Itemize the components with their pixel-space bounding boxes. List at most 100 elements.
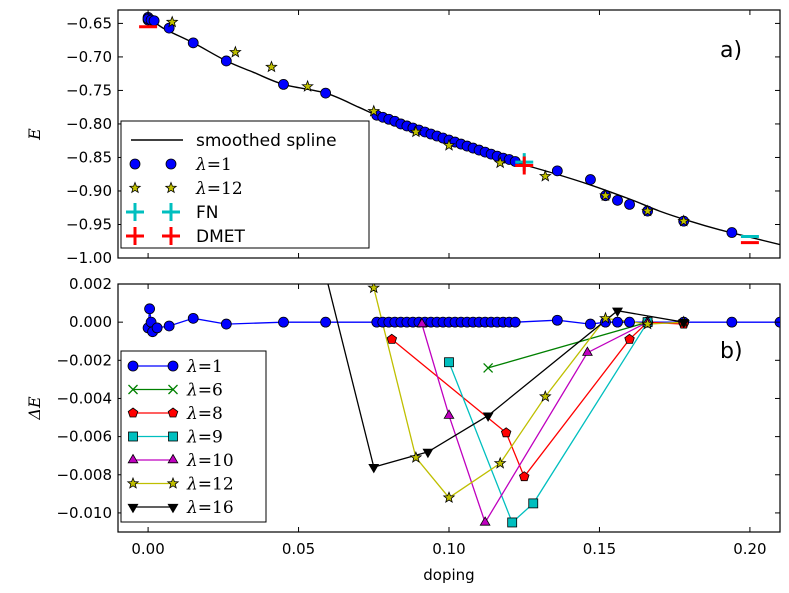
legend-label-16-value: =16 bbox=[198, 498, 234, 518]
legend-marker-10 bbox=[167, 453, 179, 464]
legend-label-16: λ=16 bbox=[186, 498, 234, 518]
legend-marker-16 bbox=[167, 503, 179, 514]
series-point-1 bbox=[509, 316, 521, 328]
series-point-1 bbox=[144, 303, 155, 315]
legend-marker-1 bbox=[167, 360, 179, 372]
series-point-16 bbox=[612, 307, 623, 317]
series-point-8 bbox=[519, 471, 530, 482]
delta-energy-legend: λ=1λ=6λ=8λ=9λ=10λ=12λ=16 bbox=[120, 350, 267, 523]
delta-energy-xtick-label: 0.20 bbox=[733, 540, 766, 558]
energy-ytick-label: −0.85 bbox=[66, 148, 112, 166]
series-point-16 bbox=[482, 412, 494, 422]
legend-label-12: λ=12 bbox=[186, 475, 234, 495]
series-point-16 bbox=[321, 272, 331, 280]
legend-swatch-dmet bbox=[162, 227, 180, 245]
legend-marker-9 bbox=[128, 431, 138, 442]
delta-energy-xtick-label: 0.00 bbox=[131, 540, 164, 558]
series-point-8 bbox=[500, 427, 512, 438]
legend-swatch-12 bbox=[164, 181, 178, 194]
legend-marker-8 bbox=[127, 407, 139, 418]
series-point-9 bbox=[444, 357, 454, 368]
energy-panel: −0.65 −0.70 −0.75 −0.80 −0.85 −0.90 −0.95 −1.00… bbox=[25, 9, 781, 267]
legend-swatch-12 bbox=[128, 181, 142, 194]
energy-ytick-label: −0.80 bbox=[66, 115, 112, 133]
series-point-10 bbox=[416, 317, 428, 328]
legend-label-1: λ=1 bbox=[195, 155, 232, 175]
series-line-16 bbox=[327, 284, 684, 468]
lambda-1-point bbox=[726, 227, 738, 238]
legend-label-8-value: =8 bbox=[198, 404, 223, 424]
series-point-1 bbox=[151, 322, 163, 334]
legend-label-12-symbol: λ bbox=[195, 179, 207, 199]
energy-axis-ticks: −0.65 −0.70 −0.75 −0.80 −0.85 −0.90 −0.95 −1.00 bbox=[66, 10, 780, 267]
series-point-8 bbox=[386, 333, 398, 344]
series-point-12 bbox=[367, 284, 381, 294]
legend-label-10: λ=10 bbox=[186, 451, 234, 471]
lambda-12-point bbox=[165, 15, 179, 28]
series-point-9 bbox=[507, 517, 518, 528]
energy-ytick-label: −0.95 bbox=[66, 215, 112, 233]
delta-energy-ytick-label: −0.008 bbox=[56, 466, 112, 484]
legend-swatch-1 bbox=[165, 158, 177, 170]
delta-energy-ytick-label: 0.002 bbox=[69, 275, 112, 293]
delta-energy-xtick-label: 0.05 bbox=[282, 540, 315, 558]
legend-label-fn: FN bbox=[196, 203, 219, 223]
series-point-1 bbox=[320, 316, 332, 328]
legend-swatch-fn bbox=[162, 203, 180, 221]
series-point-16 bbox=[678, 318, 690, 329]
lambda-1-point bbox=[585, 174, 596, 185]
lambda-1-point bbox=[612, 194, 623, 206]
delta-energy-ytick-label: −0.004 bbox=[56, 389, 112, 407]
panel-b-label: b) bbox=[720, 339, 743, 364]
series-point-1 bbox=[220, 318, 232, 330]
energy-plot-area bbox=[139, 11, 780, 246]
lambda-12-point bbox=[493, 156, 507, 169]
energy-ytick-label: −0.70 bbox=[66, 48, 112, 66]
series-point-1 bbox=[551, 314, 563, 326]
legend-label-10-symbol: λ bbox=[186, 451, 198, 471]
lambda-12-point bbox=[538, 169, 552, 182]
series-line-6 bbox=[487, 321, 648, 369]
legend-marker-12 bbox=[166, 476, 180, 489]
series-point-10 bbox=[582, 346, 593, 356]
delta-energy-axis-ticks: 0.002 0.000 −0.002 −0.004 −0.006 −0.008 −0.010… bbox=[56, 275, 780, 558]
series-point-1 bbox=[585, 318, 596, 330]
legend-swatch-1 bbox=[129, 158, 141, 170]
legend-label-6-value: =6 bbox=[198, 381, 223, 401]
delta-energy-panel: 0.002 0.000 −0.002 −0.004 −0.006 −0.008 −0.010… bbox=[25, 272, 781, 584]
lambda-1-point bbox=[551, 165, 563, 177]
lambda-12-point bbox=[228, 45, 242, 58]
lambda-1-point bbox=[148, 15, 160, 27]
legend-marker-9 bbox=[168, 431, 178, 442]
lambda-1-point bbox=[187, 37, 199, 49]
lambda-12-point bbox=[367, 104, 381, 117]
legend-marker-12 bbox=[126, 476, 140, 489]
series-point-1 bbox=[163, 320, 175, 332]
lambda-1-point bbox=[624, 198, 635, 210]
series-line-9 bbox=[448, 321, 649, 524]
series-point-12 bbox=[409, 450, 423, 463]
legend-label-6: λ=6 bbox=[186, 381, 223, 401]
series-point-6 bbox=[483, 362, 494, 373]
legend-label-12-value: =12 bbox=[207, 179, 243, 199]
legend-label-dmet: DMET bbox=[196, 227, 245, 247]
lambda-12-point bbox=[641, 204, 654, 217]
delta-energy-y-axis-label: ΔE bbox=[25, 396, 44, 421]
series-point-1 bbox=[187, 312, 199, 324]
series-point-12 bbox=[641, 317, 654, 330]
legend-label-12: λ=12 bbox=[195, 179, 243, 199]
legend-marker-8 bbox=[167, 407, 179, 418]
series-point-12 bbox=[539, 389, 552, 402]
series-point-1 bbox=[624, 316, 635, 328]
legend-label-9: λ=9 bbox=[186, 428, 223, 448]
panel-a-label: a) bbox=[720, 38, 742, 63]
energy-ytick-label: −0.75 bbox=[66, 81, 112, 99]
lambda-12-point bbox=[301, 79, 314, 92]
series-point-8 bbox=[624, 333, 635, 344]
legend-label-12-value: =12 bbox=[198, 475, 234, 495]
legend-marker-16 bbox=[127, 503, 139, 514]
series-point-10 bbox=[479, 516, 491, 526]
lambda-12-point bbox=[265, 60, 278, 73]
lambda-12-point bbox=[409, 125, 423, 138]
